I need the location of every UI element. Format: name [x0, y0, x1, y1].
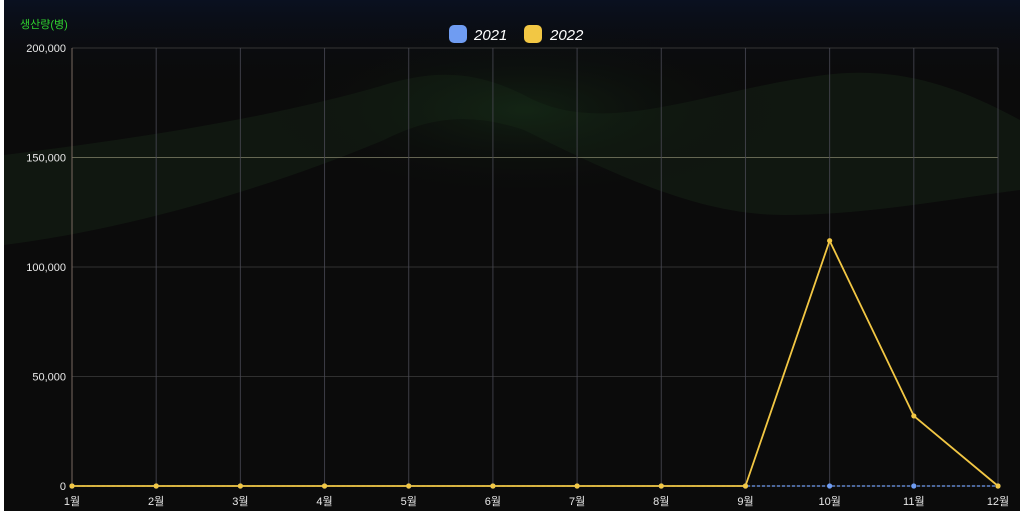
x-tick-label: 12월 — [987, 495, 1009, 508]
series-group — [69, 238, 1001, 489]
legend: 2021 2022 — [449, 25, 584, 44]
y-axis-title: 생산량(병) — [20, 18, 68, 31]
x-tick-label: 7월 — [569, 495, 585, 508]
x-tick-label: 3월 — [232, 495, 248, 508]
data-point-2021 — [911, 483, 917, 489]
legend-swatch-2021 — [449, 25, 467, 43]
data-point-2022 — [995, 483, 1001, 489]
legend-label-2021: 2021 — [473, 27, 507, 44]
legend-swatch-2022 — [524, 25, 542, 43]
data-point-2022 — [742, 483, 749, 489]
x-tick-label: 10월 — [818, 495, 840, 508]
x-tick-label: 4월 — [316, 495, 332, 508]
data-point-2022 — [406, 483, 412, 489]
y-tick-label: 0 — [60, 481, 66, 493]
y-tick-label: 150,000 — [26, 153, 66, 165]
chart-panel: 생산량(병) 2021 2022 0 50,000 100,000 150,000 20… — [4, 0, 1020, 511]
legend-label-2022: 2022 — [549, 27, 584, 44]
y-axis-ticks: 0 50,000 100,000 150,000 200,000 — [26, 43, 66, 493]
line-chart: 생산량(병) 2021 2022 0 50,000 100,000 150,000 20… — [4, 0, 1020, 508]
data-point-2022 — [658, 483, 664, 489]
frame-left-border — [0, 0, 4, 511]
data-point-2022 — [69, 483, 75, 489]
data-point-2022 — [911, 413, 917, 419]
background-glow — [264, 20, 784, 200]
x-tick-label: 11월 — [903, 495, 925, 508]
data-point-2022 — [490, 483, 496, 489]
x-tick-label: 9월 — [737, 495, 753, 508]
x-tick-label: 8월 — [653, 495, 669, 508]
data-point-2022 — [237, 483, 243, 489]
data-point-2021 — [827, 483, 833, 489]
data-point-2022 — [321, 483, 328, 489]
data-point-2022 — [153, 483, 159, 489]
data-point-2022 — [827, 238, 833, 244]
y-tick-label: 100,000 — [26, 262, 66, 274]
x-tick-label: 1월 — [64, 495, 80, 508]
data-point-2022 — [574, 483, 580, 489]
y-tick-label: 50,000 — [32, 372, 66, 384]
y-tick-label: 200,000 — [26, 43, 66, 55]
x-tick-label: 5월 — [401, 495, 417, 508]
legend-item-2021[interactable]: 2021 — [449, 25, 507, 44]
legend-item-2022[interactable]: 2022 — [524, 25, 584, 44]
x-axis-ticks: 1월 2월 3월 4월 5월 6월 7월 8월 9월 10월 11월 12월 — [64, 495, 1009, 508]
x-tick-label: 2월 — [148, 495, 164, 508]
x-tick-label: 6월 — [485, 495, 501, 508]
series-line-2022 — [72, 238, 999, 487]
